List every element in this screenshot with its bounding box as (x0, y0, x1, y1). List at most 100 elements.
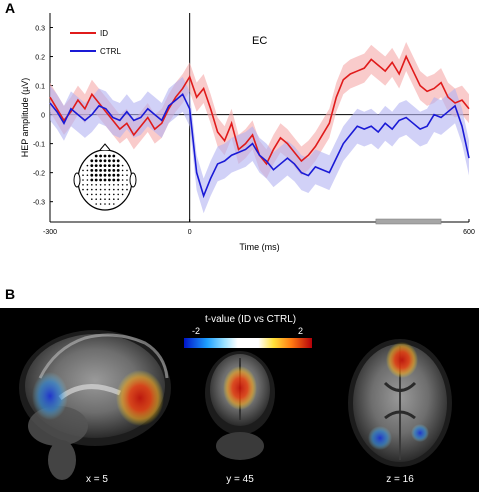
electrode-dot (103, 173, 107, 177)
legend-label-ctrl: CTRL (100, 47, 121, 56)
electrode-dot (94, 159, 98, 163)
electrode-dot (86, 179, 89, 181)
electrode-dot (113, 184, 115, 186)
colorbar-min-label: -2 (192, 326, 201, 336)
y-tick-label: -0.1 (33, 142, 45, 149)
electrode-dot (108, 159, 111, 163)
electrode-dot (112, 159, 116, 163)
electrode-dot (108, 198, 111, 200)
electrode-dot (121, 179, 124, 181)
coronal-slice (205, 351, 275, 460)
electrode-dot (104, 193, 106, 196)
x-tick-label: 600 (463, 229, 475, 236)
head-ear-left (73, 172, 81, 188)
electrode-dot (86, 193, 89, 196)
axial-slice (348, 339, 452, 467)
electrode-dot (116, 169, 120, 172)
electrode-dot (95, 188, 97, 191)
electrode-dot (82, 188, 84, 191)
electrode-dot (99, 188, 102, 191)
y-tick-label: 0.3 (35, 26, 45, 33)
condition-label: EC (252, 35, 267, 47)
electrode-dot (103, 169, 107, 172)
electrode-dot (104, 203, 106, 205)
y-tick-label: -0.3 (33, 200, 45, 207)
sagittal-slice (19, 330, 171, 480)
slice-label-axial: z = 16 (386, 474, 414, 485)
electrode-dot (82, 174, 84, 176)
electrode-dot (99, 159, 102, 163)
electrode-dot (99, 169, 102, 172)
y-tick-label: 0.1 (35, 84, 45, 91)
electrode-dot (103, 159, 107, 163)
head-ear-right (129, 172, 137, 188)
electrode-dot (121, 169, 124, 172)
electrode-dot (90, 173, 94, 177)
electrode-dot (113, 188, 115, 191)
electrode-dot (90, 164, 94, 168)
electrode-dot (126, 169, 128, 172)
electrode-dot (82, 169, 84, 172)
colorbar-max-label: 2 (298, 326, 304, 336)
electrode-dot (82, 179, 84, 181)
electrode-dot (116, 164, 120, 168)
electrode-dot (99, 178, 102, 182)
electrode-dot (113, 203, 115, 205)
head-nose (99, 143, 111, 151)
electrode-dot (103, 164, 107, 168)
electrode-dot (104, 188, 106, 191)
y-tick-label: 0.2 (35, 55, 45, 62)
electrode-dot (82, 184, 84, 186)
electrode-dot (121, 188, 124, 191)
electrode-dot (91, 188, 93, 191)
electrode-dot (90, 169, 94, 172)
electrode-dot (86, 169, 89, 172)
electrode-dot (99, 164, 102, 168)
electrode-dot (117, 193, 119, 196)
electrode-dot (94, 178, 98, 182)
electrode-dot (99, 198, 102, 200)
electrode-dot (121, 193, 124, 196)
electrode-dot (91, 198, 93, 200)
y-tick-label: 0 (41, 113, 45, 120)
legend-label-id: ID (100, 29, 108, 38)
electrode-dot (108, 184, 111, 186)
electrode-dot (108, 178, 111, 182)
electrode-dot (108, 203, 111, 205)
electrode-dot (126, 184, 128, 186)
electrode-dot (126, 188, 128, 191)
electrode-dot (99, 184, 102, 186)
significance-bar (375, 218, 442, 225)
electrode-dot (117, 198, 119, 200)
error-band-id (50, 42, 469, 179)
panel-a-letter: A (5, 0, 16, 16)
electrode-dot (121, 164, 124, 167)
electrode-dot (116, 173, 120, 177)
hep-chart: 0.3 0.2 0.1 0 -0.1 -0.2 -0.3 -300 0 600 Time (ms) H… (20, 13, 475, 252)
electrode-dot (94, 164, 98, 168)
electrode-dot (95, 203, 97, 205)
electrode-dot (108, 188, 111, 191)
slice-label-sagittal: x = 5 (86, 474, 108, 485)
electrode-dot (95, 184, 97, 186)
electrode-dot (116, 159, 120, 163)
electrode-dot (112, 178, 116, 182)
error-band-ctrl (50, 76, 469, 214)
electrode-dot (108, 154, 111, 158)
electrode-dot (113, 193, 115, 196)
electrode-dot (95, 193, 97, 196)
electrode-dot (90, 178, 94, 182)
x-tick-label: 0 (188, 229, 192, 236)
electrode-dot (86, 164, 89, 167)
electrode-dot (116, 178, 120, 182)
electrode-dot (91, 184, 93, 186)
electrode-dot (108, 169, 111, 172)
electrode-dot (95, 198, 97, 200)
electrode-dot (112, 164, 116, 168)
electrode-dot (99, 154, 102, 158)
colorbar (184, 338, 312, 348)
electrode-dot (94, 154, 98, 158)
electrode-dot (90, 159, 94, 163)
electrode-dot (99, 193, 102, 196)
electrode-dot (86, 188, 89, 191)
